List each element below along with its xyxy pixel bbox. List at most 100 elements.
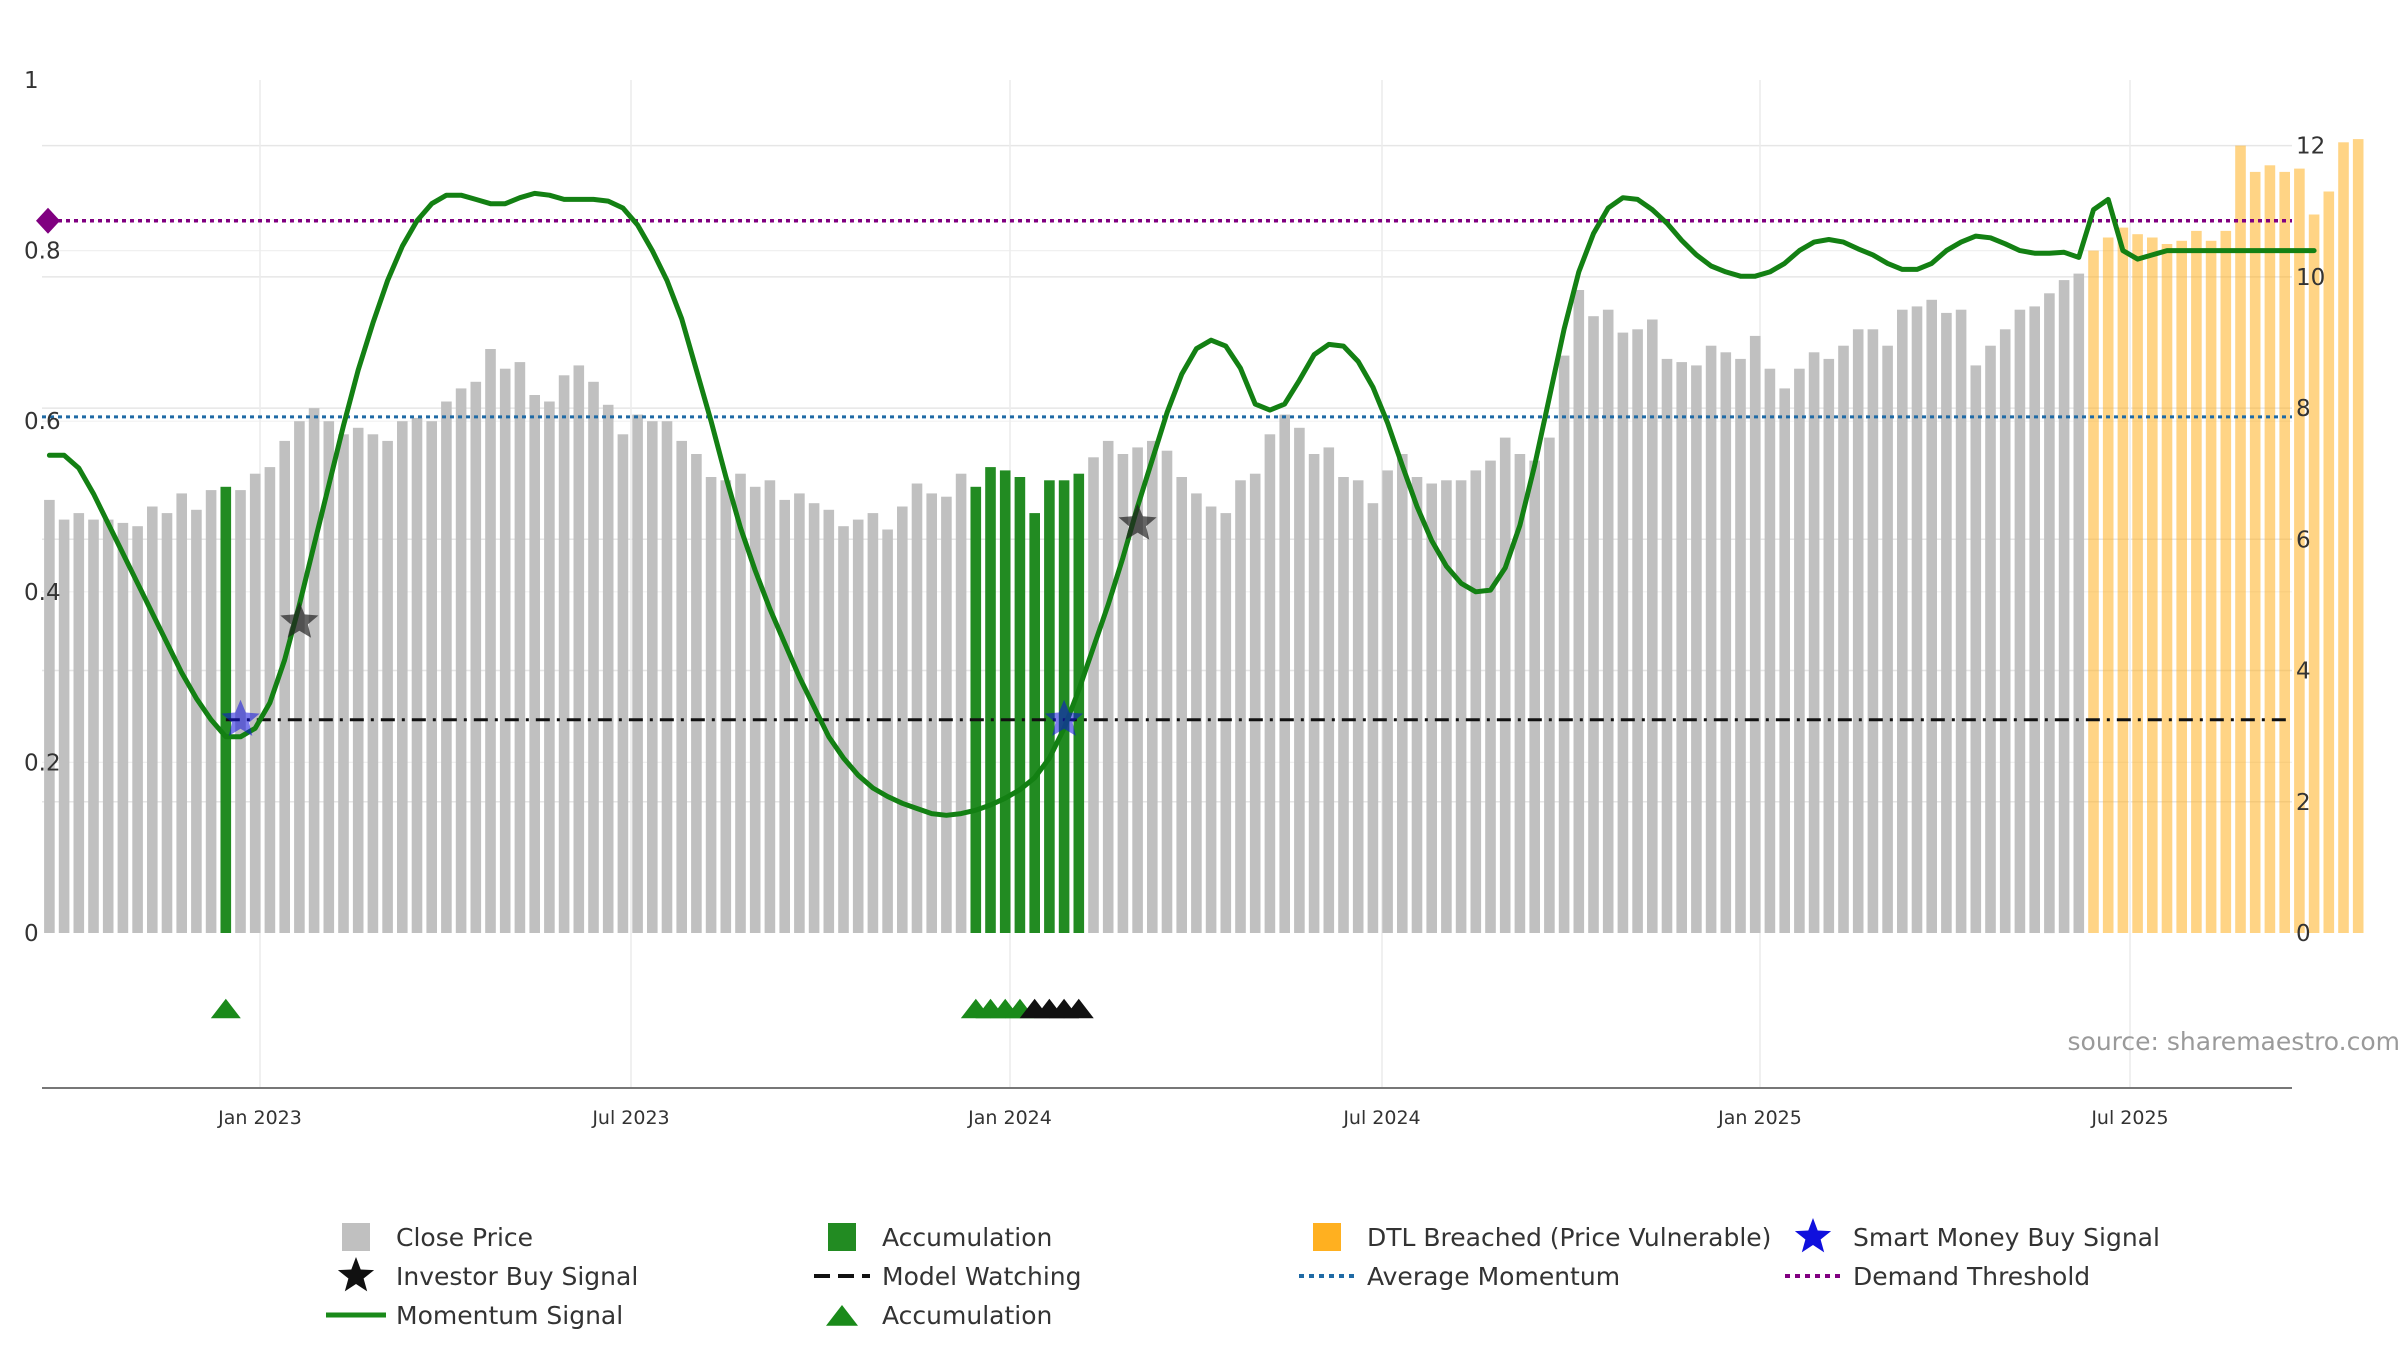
close-price-bar (1220, 513, 1232, 933)
close-price-bar (470, 381, 482, 933)
close-price-bar (1499, 437, 1511, 933)
close-price-bar (102, 519, 114, 933)
close-price-bar (2058, 280, 2070, 934)
close-price-bar (1897, 309, 1908, 933)
close-price-bar (588, 381, 599, 933)
right-axis-tick: 10 (2296, 265, 2325, 291)
close-price-bar (1838, 345, 1849, 933)
close-price-bar (73, 513, 85, 933)
close-price-bar (485, 349, 496, 933)
right-axis-tick: 0 (2296, 921, 2311, 947)
close-price-bar (794, 493, 805, 933)
close-price-bar (2044, 293, 2055, 934)
close-price-bar (411, 417, 423, 933)
smart-money-buy-star (1045, 699, 1084, 736)
right-axis-tick: 12 (2296, 134, 2325, 160)
left-axis-tick: 0.6 (24, 409, 61, 435)
close-price-bar (1808, 352, 1820, 933)
close-price-bar (735, 473, 746, 933)
legend-label: Close Price (396, 1223, 533, 1252)
x-axis-date-label: Jan 2024 (967, 1107, 1052, 1129)
close-price-bar (205, 490, 217, 933)
dtl-breached-bar (2279, 171, 2290, 933)
close-price-bar (1279, 414, 1290, 934)
legend: Close Price Accumulation DTL Breached (Pri… (326, 1218, 2160, 1330)
close-price-bar (1455, 480, 1467, 933)
left-axis-tick: 1 (24, 68, 39, 94)
investor-buy-star (280, 601, 319, 638)
dtl-breached-bar (2264, 165, 2276, 934)
close-price-bar (838, 526, 849, 933)
close-price-bar (1088, 457, 1099, 933)
close-price-bar (1882, 345, 1893, 933)
legend-item: Momentum Signal (326, 1301, 623, 1330)
close-price-bar (1485, 460, 1496, 933)
legend-triangle-icon (826, 1305, 858, 1326)
legend-label: Investor Buy Signal (396, 1262, 638, 1291)
left-axis-tick: 0.8 (24, 239, 61, 265)
legend-swatch (828, 1223, 856, 1251)
close-price-bar (132, 526, 143, 933)
close-price-bar (1470, 470, 1482, 933)
close-price-bar (764, 480, 776, 933)
close-price-bar (1176, 477, 1187, 933)
close-price-bar (323, 421, 335, 933)
close-price-bar (1632, 329, 1643, 933)
close-price-bar (397, 421, 408, 933)
close-price-bar (1735, 358, 1746, 933)
dtl-breached-bar (2352, 139, 2364, 934)
close-price-bar (602, 404, 614, 933)
close-price-bar (1749, 335, 1761, 933)
close-price-bar (705, 477, 717, 933)
close-price-bar (852, 519, 864, 933)
close-price-bar (1911, 306, 1923, 933)
close-price-bar (514, 362, 526, 934)
close-price-bar (897, 506, 908, 933)
close-price-bar (1382, 470, 1393, 933)
legend-item: Investor Buy Signal (337, 1257, 638, 1292)
legend-item: Model Watching (814, 1262, 1082, 1291)
close-price-bar (1558, 355, 1570, 934)
dtl-breached-bar (2176, 240, 2187, 934)
close-price-bar (955, 473, 967, 933)
x-axis-date-label: Jul 2024 (1342, 1107, 1420, 1129)
close-price-bar (808, 503, 820, 933)
close-price-bar (1308, 454, 1320, 933)
legend-label: Accumulation (882, 1223, 1052, 1252)
close-price-bar (1132, 447, 1143, 933)
close-price-bar (1323, 447, 1335, 933)
close-price-bar (1661, 358, 1673, 933)
close-price-bar (161, 513, 173, 933)
legend-label: Demand Threshold (1853, 1262, 2090, 1291)
close-price-bar (249, 473, 261, 933)
demand-threshold-marker (36, 207, 60, 234)
close-price-bar (779, 499, 790, 933)
close-price-bar (1294, 427, 1305, 933)
close-price-bar (1161, 450, 1173, 933)
close-price-bar (191, 509, 202, 933)
close-price-bar (58, 519, 70, 933)
close-price-bar (617, 434, 629, 933)
smart-money-buy-star (221, 699, 260, 736)
close-price-bar (1779, 388, 1790, 933)
close-price-bar (1397, 454, 1408, 933)
legend-item: Average Momentum (1299, 1262, 1620, 1291)
close-price-bar (1867, 329, 1879, 933)
legend-star-icon (337, 1257, 375, 1292)
momentum-signal-line (46, 190, 2317, 818)
accumulation-triangle (210, 998, 241, 1019)
investor-buy-star (1118, 503, 1157, 540)
close-price-bar (573, 365, 585, 933)
close-price-bar (1338, 477, 1349, 933)
dtl-breached-bar (2338, 142, 2349, 934)
close-price-bar (941, 496, 952, 933)
legend-label: Model Watching (882, 1262, 1082, 1291)
dtl-breached-bar (2132, 234, 2143, 933)
close-price-bar (1514, 454, 1526, 933)
accumulation-bar (1029, 513, 1040, 933)
dtl-breached-bar (2191, 230, 2202, 933)
close-price-bar (529, 395, 540, 933)
close-price-bar (647, 421, 658, 933)
close-price-bar (1941, 312, 1952, 933)
